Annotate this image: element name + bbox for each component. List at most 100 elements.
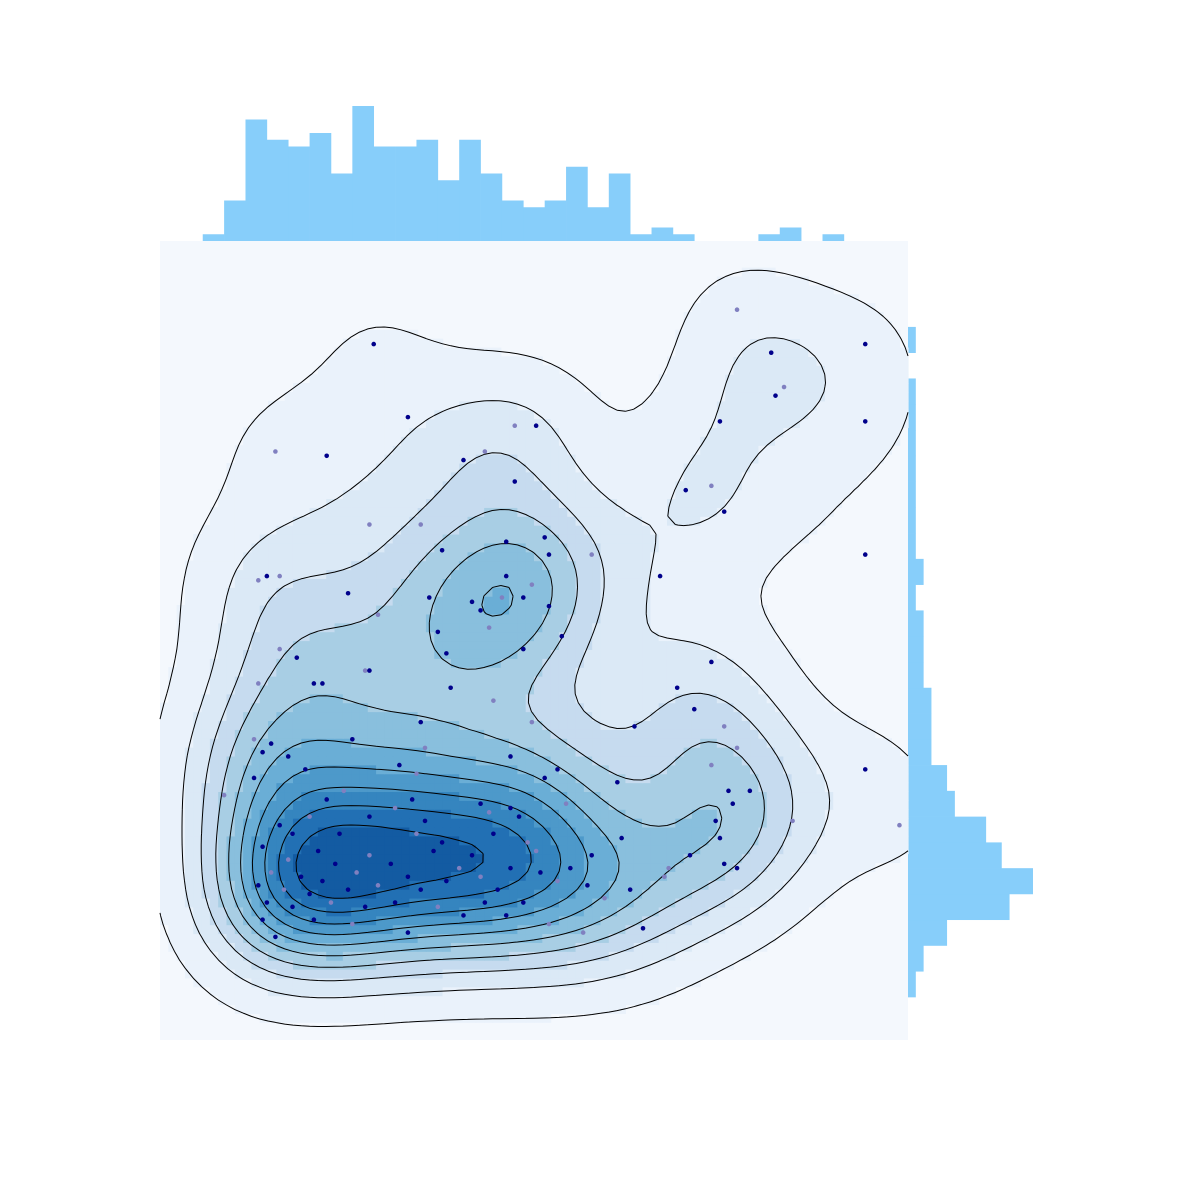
- kde-fill-cell: [575, 764, 585, 775]
- kde-fill-cell: [625, 809, 635, 819]
- kde-fill-cell: [525, 862, 535, 872]
- kde-fill-cell: [475, 942, 485, 952]
- kde-fill-cell: [467, 480, 477, 491]
- kde-fill-cell: [434, 906, 444, 917]
- kde-fill-cell: [534, 604, 543, 615]
- kde-fill-cell: [243, 525, 253, 535]
- kde-fill-cell: [617, 658, 627, 668]
- kde-fill-cell: [583, 462, 593, 473]
- kde-fill-cell: [467, 933, 477, 943]
- kde-fill-cell: [758, 897, 768, 908]
- kde-fill-cell: [633, 658, 643, 668]
- kde-fill-cell: [292, 986, 302, 997]
- kde-fill-cell: [409, 631, 419, 642]
- kde-fill-cell: [592, 445, 602, 455]
- kde-fill-cell: [575, 711, 585, 721]
- kde-fill-cell: [284, 960, 294, 970]
- kde-fill-cell: [326, 649, 336, 659]
- kde-fill-cell: [292, 720, 302, 730]
- kde-fill-cell: [741, 782, 751, 793]
- kde-fill-cell: [492, 489, 502, 500]
- kde-fill-cell: [467, 578, 477, 588]
- kde-fill-cell: [824, 880, 834, 890]
- kde-fill-cell: [475, 764, 485, 775]
- kde-fill-cell: [758, 551, 768, 562]
- kde-fill-cell: [376, 676, 385, 686]
- y-marginal-bar: [908, 945, 924, 972]
- kde-fill-cell: [509, 596, 518, 606]
- kde-fill-cell: [259, 711, 269, 721]
- kde-fill-cell: [467, 951, 477, 961]
- kde-fill-cell: [160, 862, 169, 872]
- kde-fill-cell: [334, 986, 344, 997]
- kde-fill-cell: [209, 658, 219, 668]
- kde-fill-cell: [425, 826, 435, 837]
- kde-fill-cell: [741, 578, 751, 588]
- kde-fill-cell: [425, 729, 435, 739]
- kde-fill-cell: [608, 613, 618, 624]
- kde-fill-cell: [176, 889, 186, 899]
- kde-fill-cell: [583, 667, 593, 677]
- kde-fill-cell: [234, 587, 244, 597]
- kde-fill-cell: [650, 533, 660, 544]
- kde-fill-cell: [384, 489, 394, 500]
- kde-fill-cell: [575, 489, 585, 500]
- kde-fill-cell: [509, 791, 518, 801]
- kde-fill-cell: [841, 773, 851, 784]
- kde-fill-cell: [434, 622, 444, 633]
- kde-fill-cell: [193, 791, 203, 801]
- kde-fill-cell: [542, 960, 552, 970]
- kde-fill-cell: [384, 960, 394, 970]
- kde-fill-cell: [617, 826, 627, 837]
- kde-fill-cell: [550, 676, 560, 686]
- kde-fill-cell: [500, 818, 510, 828]
- kde-fill-cell: [542, 658, 552, 668]
- kde-fill-cell: [351, 1004, 361, 1014]
- kde-fill-cell: [359, 649, 369, 659]
- kde-fill-cell: [442, 498, 452, 508]
- kde-fill-cell: [617, 906, 627, 917]
- kde-fill-cell: [650, 915, 660, 926]
- kde-fill-cell: [683, 640, 693, 650]
- kde-fill-cell: [417, 560, 427, 571]
- kde-fill-cell: [218, 773, 228, 784]
- kde-fill-cell: [642, 960, 651, 970]
- kde-fill-cell: [642, 533, 651, 544]
- kde-fill-cell: [542, 853, 552, 864]
- kde-fill-cell: [625, 578, 635, 588]
- kde-fill-cell: [367, 587, 377, 597]
- kde-fill-cell: [401, 578, 410, 588]
- kde-fill-cell: [326, 1004, 336, 1014]
- kde-fill-cell: [450, 604, 460, 615]
- kde-fill-cell: [750, 667, 759, 677]
- kde-fill-cell: [558, 676, 568, 686]
- kde-fill-cell: [401, 977, 410, 988]
- kde-fill-cell: [500, 507, 510, 517]
- kde-fill-cell: [376, 480, 385, 491]
- kde-fill-cell: [450, 853, 460, 864]
- kde-fill-cell: [176, 622, 186, 633]
- kde-fill-cell: [592, 667, 602, 677]
- kde-fill-cell: [534, 835, 543, 846]
- kde-fill-cell: [326, 960, 336, 970]
- kde-fill-cell: [750, 640, 759, 650]
- kde-fill-cell: [342, 915, 352, 926]
- kde-fill-cell: [808, 702, 818, 713]
- kde-fill-cell: [833, 462, 843, 473]
- kde-fill-cell: [600, 826, 610, 837]
- kde-fill-cell: [259, 738, 269, 748]
- kde-fill-cell: [534, 622, 543, 633]
- kde-fill-cell: [434, 818, 444, 828]
- kde-fill-cell: [226, 960, 236, 970]
- kde-fill-cell: [575, 915, 585, 926]
- kde-fill-cell: [467, 880, 477, 890]
- kde-fill-cell: [741, 525, 751, 535]
- kde-fill-cell: [808, 835, 818, 846]
- kde-fill-cell: [301, 551, 311, 562]
- kde-fill-cell: [517, 995, 527, 1006]
- kde-fill-cell: [284, 968, 294, 979]
- kde-fill-cell: [716, 844, 726, 855]
- kde-fill-cell: [276, 1004, 286, 1014]
- kde-fill-cell: [617, 533, 627, 544]
- kde-fill-cell: [459, 551, 469, 562]
